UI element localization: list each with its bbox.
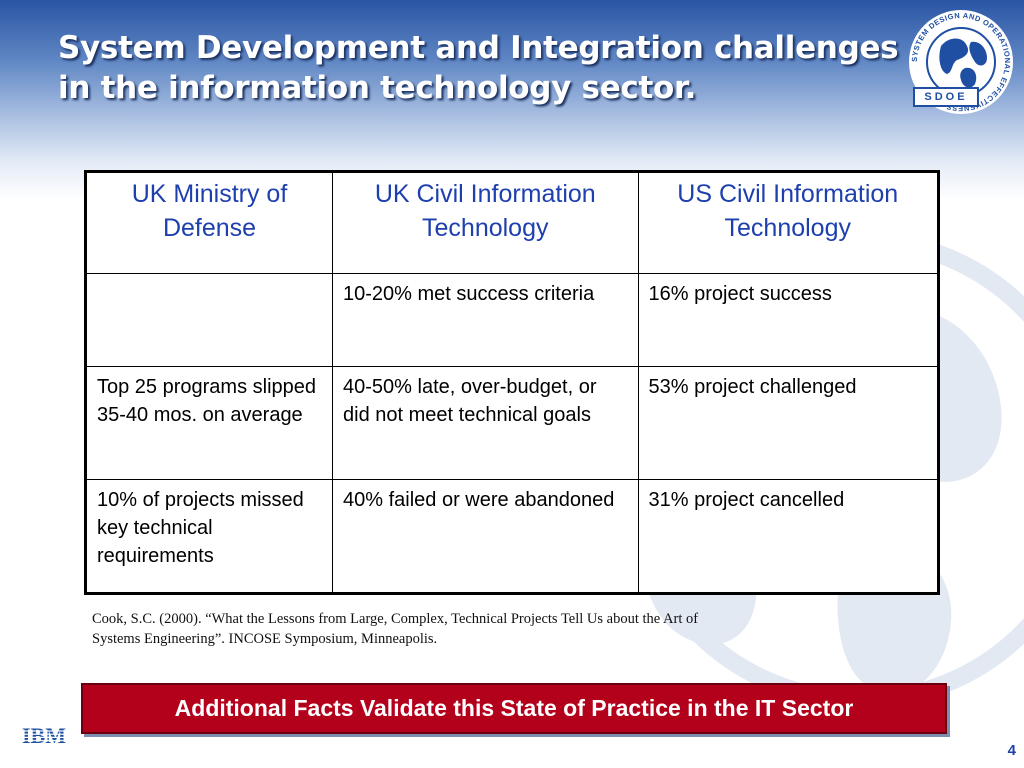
table-row: 10% of projects missed key technical req… <box>84 479 940 594</box>
citation: Cook, S.C. (2000). “What the Lessons fro… <box>92 609 852 649</box>
table-cell: 31% project cancelled <box>637 479 940 594</box>
table-cell: 40% failed or were abandoned <box>332 479 639 594</box>
ibm-logo-text: IBM <box>22 723 66 748</box>
table-cell: 53% project challenged <box>637 366 940 480</box>
page-number: 4 <box>1007 742 1016 759</box>
table-cell <box>84 273 334 367</box>
sdoe-logo-label: SDOE <box>913 87 979 107</box>
table-cell: 16% project success <box>637 273 940 367</box>
citation-line-2: Systems Engineering”. INCOSE Symposium, … <box>92 631 438 647</box>
conclusion-banner: Additional Facts Validate this State of … <box>81 683 947 734</box>
table-cell: Top 25 programs slipped 35-40 mos. on av… <box>84 366 334 480</box>
header-uk-civil-it: UK Civil Information Technology <box>332 171 639 274</box>
table-cell: 10% of projects missed key technical req… <box>84 479 334 594</box>
table-row: Top 25 programs slipped 35-40 mos. on av… <box>84 366 940 480</box>
statistics-table: UK Ministry of Defense UK Civil Informat… <box>84 170 940 595</box>
sdoe-globe-logo: SYSTEM DESIGN AND OPERATIONAL EFFECTIVEN… <box>909 10 1013 114</box>
header-us-civil-it: US Civil Information Technology <box>637 171 940 274</box>
title-line-1: System Development and Integration chall… <box>58 30 899 66</box>
slide-title: System Development and Integration chall… <box>58 28 908 108</box>
table-cell: 40-50% late, over-budget, or did not mee… <box>332 366 639 480</box>
citation-line-1: Cook, S.C. (2000). “What the Lessons fro… <box>92 611 699 627</box>
table-cell: 10-20% met success criteria <box>332 273 639 367</box>
table-row: 10-20% met success criteria 16% project … <box>84 273 940 367</box>
table-header-row: UK Ministry of Defense UK Civil Informat… <box>84 171 940 274</box>
header-uk-mod: UK Ministry of Defense <box>84 171 334 274</box>
title-line-2: in the information technology sector. <box>58 70 697 106</box>
ibm-logo: IBM <box>22 723 66 748</box>
